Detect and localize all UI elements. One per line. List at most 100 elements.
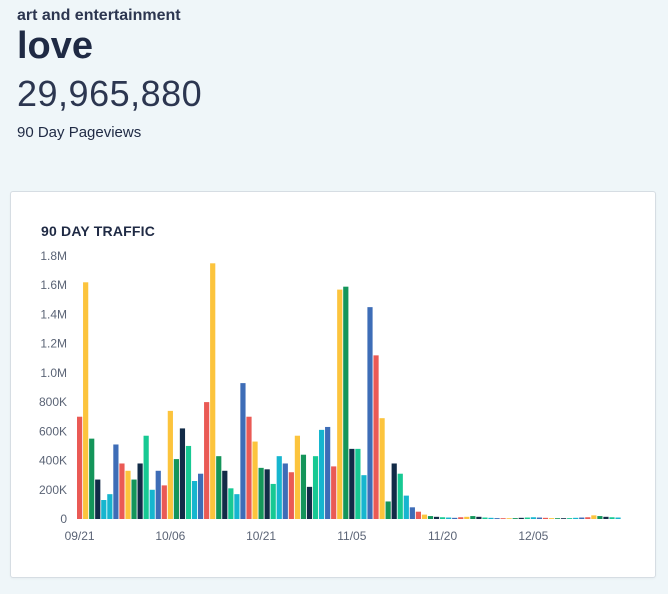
traffic-bar[interactable] (337, 289, 343, 519)
traffic-bar[interactable] (270, 483, 276, 519)
traffic-bar[interactable] (300, 454, 307, 519)
traffic-bar[interactable] (542, 517, 549, 519)
traffic-bar[interactable] (361, 475, 367, 519)
traffic-bar[interactable] (173, 459, 179, 519)
traffic-bar[interactable] (391, 463, 397, 519)
traffic-bar[interactable] (240, 383, 246, 519)
traffic-bar[interactable] (427, 516, 434, 519)
traffic-bar[interactable] (198, 473, 204, 519)
traffic-bar[interactable] (349, 448, 355, 519)
traffic-bar[interactable] (119, 463, 125, 519)
traffic-bar[interactable] (591, 515, 597, 519)
traffic-bar[interactable] (246, 416, 252, 519)
traffic-bar[interactable] (512, 518, 518, 519)
traffic-bar[interactable] (476, 516, 482, 519)
traffic-bar[interactable] (373, 355, 379, 519)
traffic-bar[interactable] (252, 441, 258, 519)
traffic-bar[interactable] (603, 516, 609, 519)
traffic-bar[interactable] (561, 518, 567, 519)
traffic-bar[interactable] (331, 466, 337, 519)
traffic-bar[interactable] (155, 470, 161, 519)
chart-title: 90 DAY TRAFFIC (41, 223, 156, 239)
traffic-bar[interactable] (191, 481, 198, 519)
traffic-bar[interactable] (319, 429, 325, 519)
traffic-bar[interactable] (488, 517, 494, 519)
traffic-bar[interactable] (530, 517, 536, 519)
traffic-bar[interactable] (161, 485, 167, 519)
traffic-bar[interactable] (288, 472, 294, 519)
traffic-bar[interactable] (446, 517, 452, 519)
traffic-bar[interactable] (143, 435, 149, 519)
traffic-bar[interactable] (306, 486, 313, 519)
traffic-bar[interactable] (258, 467, 264, 519)
traffic-bar[interactable] (452, 517, 458, 519)
traffic-bar[interactable] (421, 514, 428, 519)
traffic-bar[interactable] (222, 470, 228, 519)
traffic-bar[interactable] (125, 470, 131, 519)
y-tick-label: 1.0M (40, 366, 67, 380)
traffic-bar[interactable] (536, 517, 542, 519)
traffic-bar[interactable] (355, 448, 361, 519)
traffic-bar[interactable] (385, 501, 391, 519)
traffic-bar[interactable] (397, 473, 403, 519)
traffic-bar[interactable] (609, 517, 615, 519)
traffic-bar[interactable] (228, 488, 234, 519)
traffic-bar[interactable] (167, 410, 173, 519)
traffic-bar[interactable] (379, 418, 385, 519)
traffic-bar[interactable] (518, 517, 524, 519)
traffic-bar[interactable] (234, 494, 240, 519)
traffic-bar[interactable] (204, 402, 210, 519)
traffic-bar[interactable] (464, 516, 470, 519)
y-tick-label: 1.8M (40, 249, 67, 263)
traffic-bar[interactable] (343, 286, 349, 519)
traffic-bar[interactable] (409, 507, 415, 519)
traffic-bar[interactable] (149, 489, 155, 519)
traffic-bar[interactable] (433, 516, 440, 519)
traffic-bar[interactable] (524, 517, 530, 519)
traffic-bar[interactable] (615, 517, 621, 519)
traffic-bar[interactable] (216, 456, 222, 519)
traffic-bar[interactable] (264, 469, 270, 519)
traffic-bar[interactable] (185, 445, 192, 519)
traffic-bar[interactable] (312, 456, 319, 519)
traffic-bar[interactable] (597, 516, 603, 519)
traffic-bar[interactable] (137, 463, 143, 519)
traffic-bar[interactable] (482, 517, 488, 519)
traffic-bar[interactable] (506, 518, 512, 519)
y-tick-label: 0 (60, 512, 67, 526)
x-tick-label: 09/21 (65, 529, 95, 543)
traffic-bar[interactable] (470, 516, 476, 519)
traffic-bar[interactable] (276, 456, 282, 519)
traffic-bar[interactable] (367, 307, 373, 519)
traffic-bar[interactable] (179, 428, 186, 519)
traffic-bar[interactable] (440, 517, 446, 519)
traffic-bar[interactable] (573, 517, 579, 519)
traffic-bar[interactable] (101, 500, 107, 519)
traffic-bar[interactable] (113, 444, 119, 519)
traffic-bar[interactable] (567, 518, 573, 519)
traffic-bar[interactable] (294, 435, 300, 519)
traffic-bar[interactable] (579, 517, 585, 519)
traffic-bar[interactable] (83, 282, 89, 519)
total-pageviews: 29,965,880 (17, 73, 203, 114)
traffic-bar[interactable] (107, 494, 113, 519)
traffic-bar[interactable] (548, 518, 555, 519)
traffic-bar[interactable] (95, 479, 101, 519)
traffic-bar[interactable] (458, 517, 464, 519)
traffic-bar[interactable] (325, 426, 331, 519)
traffic-bar[interactable] (89, 438, 95, 519)
x-tick-label: 10/21 (246, 529, 276, 543)
traffic-bar[interactable] (500, 518, 506, 519)
traffic-bar[interactable] (403, 495, 409, 519)
x-tick-label: 11/05 (337, 529, 366, 543)
traffic-bar[interactable] (77, 416, 83, 519)
traffic-bar[interactable] (210, 263, 216, 519)
traffic-bar[interactable] (554, 518, 561, 519)
traffic-bar[interactable] (131, 479, 137, 519)
traffic-bar[interactable] (585, 517, 591, 519)
y-tick-label: 200K (39, 483, 67, 497)
traffic-bar[interactable] (494, 518, 500, 519)
page-header: art and entertainment love 29,965,880 90… (17, 6, 202, 142)
traffic-bar[interactable] (415, 511, 421, 519)
traffic-bar[interactable] (282, 463, 288, 519)
